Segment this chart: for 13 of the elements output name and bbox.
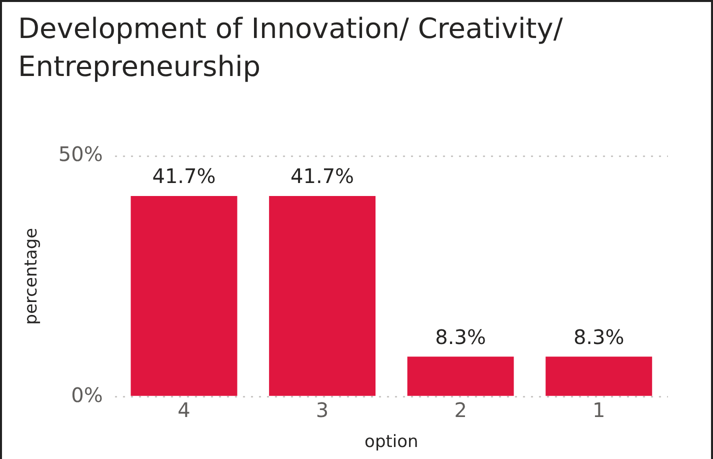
data-label: 41.7% bbox=[290, 164, 354, 188]
x-tick-label: 1 bbox=[592, 398, 606, 422]
data-label: 41.7% bbox=[152, 164, 216, 188]
data-label: 8.3% bbox=[573, 324, 624, 349]
data-label: 8.3% bbox=[435, 324, 486, 349]
x-tick-label: 3 bbox=[316, 398, 329, 422]
x-axis-title: option bbox=[364, 432, 418, 452]
y-axis-title: percentage bbox=[22, 228, 42, 325]
y-tick-label: 0% bbox=[71, 382, 103, 407]
x-tick-label: 2 bbox=[454, 398, 467, 422]
x-tick-label: 4 bbox=[178, 398, 190, 422]
y-tick-label: 50% bbox=[58, 142, 103, 166]
chart-title: Development of Innovation/ Creativity/ Entrepreneurship bbox=[18, 11, 564, 85]
